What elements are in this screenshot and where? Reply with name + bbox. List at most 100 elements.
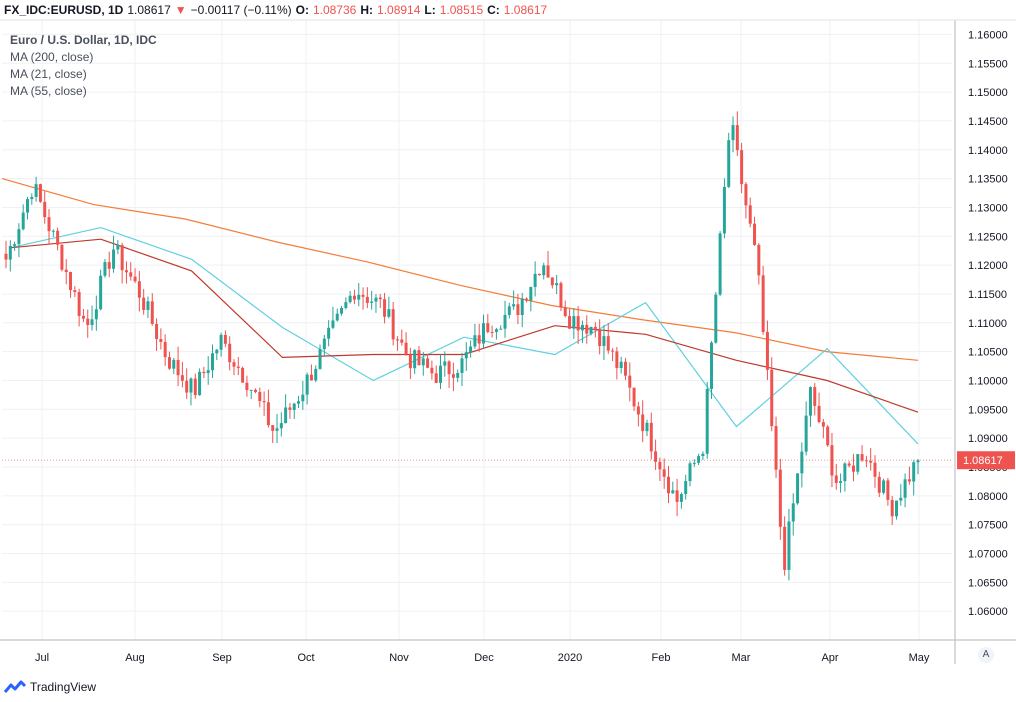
candle-body <box>912 462 916 482</box>
candle-body <box>520 298 524 316</box>
candle-body <box>877 476 881 493</box>
candle-body <box>525 298 529 301</box>
candle-body <box>774 426 778 470</box>
candle-body <box>641 414 645 432</box>
brand-footer: TradingView <box>4 680 96 694</box>
down-arrow-icon: ▼ <box>174 3 187 17</box>
candle-body <box>426 358 430 368</box>
candle-body <box>223 334 227 344</box>
candle-body <box>301 394 305 402</box>
candle-body <box>507 306 511 315</box>
candle-body <box>69 272 73 291</box>
y-tick-label: 1.07500 <box>968 520 1008 532</box>
candle-body <box>856 454 860 472</box>
x-tick-label: Mar <box>732 652 751 664</box>
candle-body <box>258 391 262 402</box>
x-tick-label: 2020 <box>558 652 582 664</box>
last-price-tag <box>957 451 1015 470</box>
brand-name[interactable]: TradingView <box>30 680 97 694</box>
candle-body <box>417 350 421 366</box>
x-tick-label: May <box>909 652 930 664</box>
legend-ma55[interactable]: MA (55, close) <box>10 84 87 98</box>
y-tick-label: 1.09500 <box>968 404 1008 416</box>
candle-body <box>464 352 468 359</box>
chart-legend: Euro / U.S. Dollar, 1D, IDC MA (200, clo… <box>10 32 157 100</box>
ma21-line <box>9 226 919 445</box>
candle-body <box>236 366 240 368</box>
symbol-header: FX_IDC:EURUSD, 1D 1.08617 ▼ −0.00117 (−0… <box>4 3 547 17</box>
candle-body <box>43 201 47 218</box>
candle-body <box>322 338 326 350</box>
candle-body <box>705 388 709 454</box>
candle-body <box>890 499 894 517</box>
candle-body <box>90 319 94 326</box>
candle-body <box>894 500 898 517</box>
symbol-name[interactable]: FX_IDC:EURUSD, 1D <box>4 3 124 17</box>
candle-body <box>555 283 559 286</box>
x-tick-label: Apr <box>821 652 838 664</box>
candle-body <box>150 301 154 324</box>
candle-body <box>860 454 864 461</box>
open-value: 1.08736 <box>312 3 357 17</box>
candle-body <box>438 365 442 383</box>
candle-body <box>133 276 137 282</box>
candle-body <box>753 223 757 245</box>
y-tick-label: 1.13000 <box>968 202 1008 214</box>
candle-body <box>180 375 184 381</box>
legend-ma21[interactable]: MA (21, close) <box>10 67 87 81</box>
candle-body <box>580 324 584 331</box>
candle-body <box>761 275 765 332</box>
candle-body <box>288 407 292 410</box>
candle-body <box>421 358 425 366</box>
candle-body <box>710 342 714 389</box>
candle-body <box>167 357 171 369</box>
candle-body <box>202 371 206 374</box>
candle-body <box>297 401 301 404</box>
candle-body <box>589 326 593 334</box>
candle-body <box>744 184 748 206</box>
candle-body <box>482 323 486 344</box>
candle-body <box>619 361 623 368</box>
candle-body <box>869 460 873 463</box>
candle-body <box>843 463 847 482</box>
candle-body <box>129 272 133 277</box>
x-tick-label: Sep <box>212 652 232 664</box>
candle-body <box>765 331 769 370</box>
auto-scale-button[interactable]: A <box>978 647 994 663</box>
high-value: 1.08914 <box>377 3 421 17</box>
y-tick-label: 1.16000 <box>968 29 1008 41</box>
candle-body <box>684 481 688 495</box>
candle-body <box>279 423 283 429</box>
x-tick-label: Aug <box>125 652 145 664</box>
candle-body <box>602 336 606 346</box>
grid-layer <box>2 20 952 640</box>
candle-body <box>817 405 821 423</box>
candle-body <box>163 341 167 358</box>
candle-body <box>38 184 42 202</box>
candle-body <box>120 245 124 271</box>
candle-body <box>249 389 253 391</box>
candle-body <box>56 230 60 245</box>
candle-body <box>86 318 90 326</box>
tradingview-logo-icon <box>4 680 26 693</box>
legend-title[interactable]: Euro / U.S. Dollar, 1D, IDC <box>10 33 157 47</box>
candle-body <box>722 186 726 234</box>
y-tick-label: 1.07000 <box>968 548 1008 560</box>
candle-body <box>77 292 81 316</box>
y-tick-label: 1.12000 <box>968 260 1008 272</box>
candle-body <box>172 359 176 369</box>
candle-body <box>185 380 189 393</box>
candle-body <box>718 233 722 295</box>
plot-area <box>2 20 952 640</box>
candle-body <box>834 475 838 483</box>
x-tick-label: Jul <box>35 652 49 664</box>
candle-body <box>245 382 249 391</box>
candle-body <box>335 313 339 321</box>
y-tick-label: 1.11000 <box>968 318 1007 330</box>
legend-ma200[interactable]: MA (200, close) <box>10 50 94 64</box>
candle-body <box>228 343 232 363</box>
candle-body <box>632 387 636 407</box>
candle-body <box>142 297 146 310</box>
